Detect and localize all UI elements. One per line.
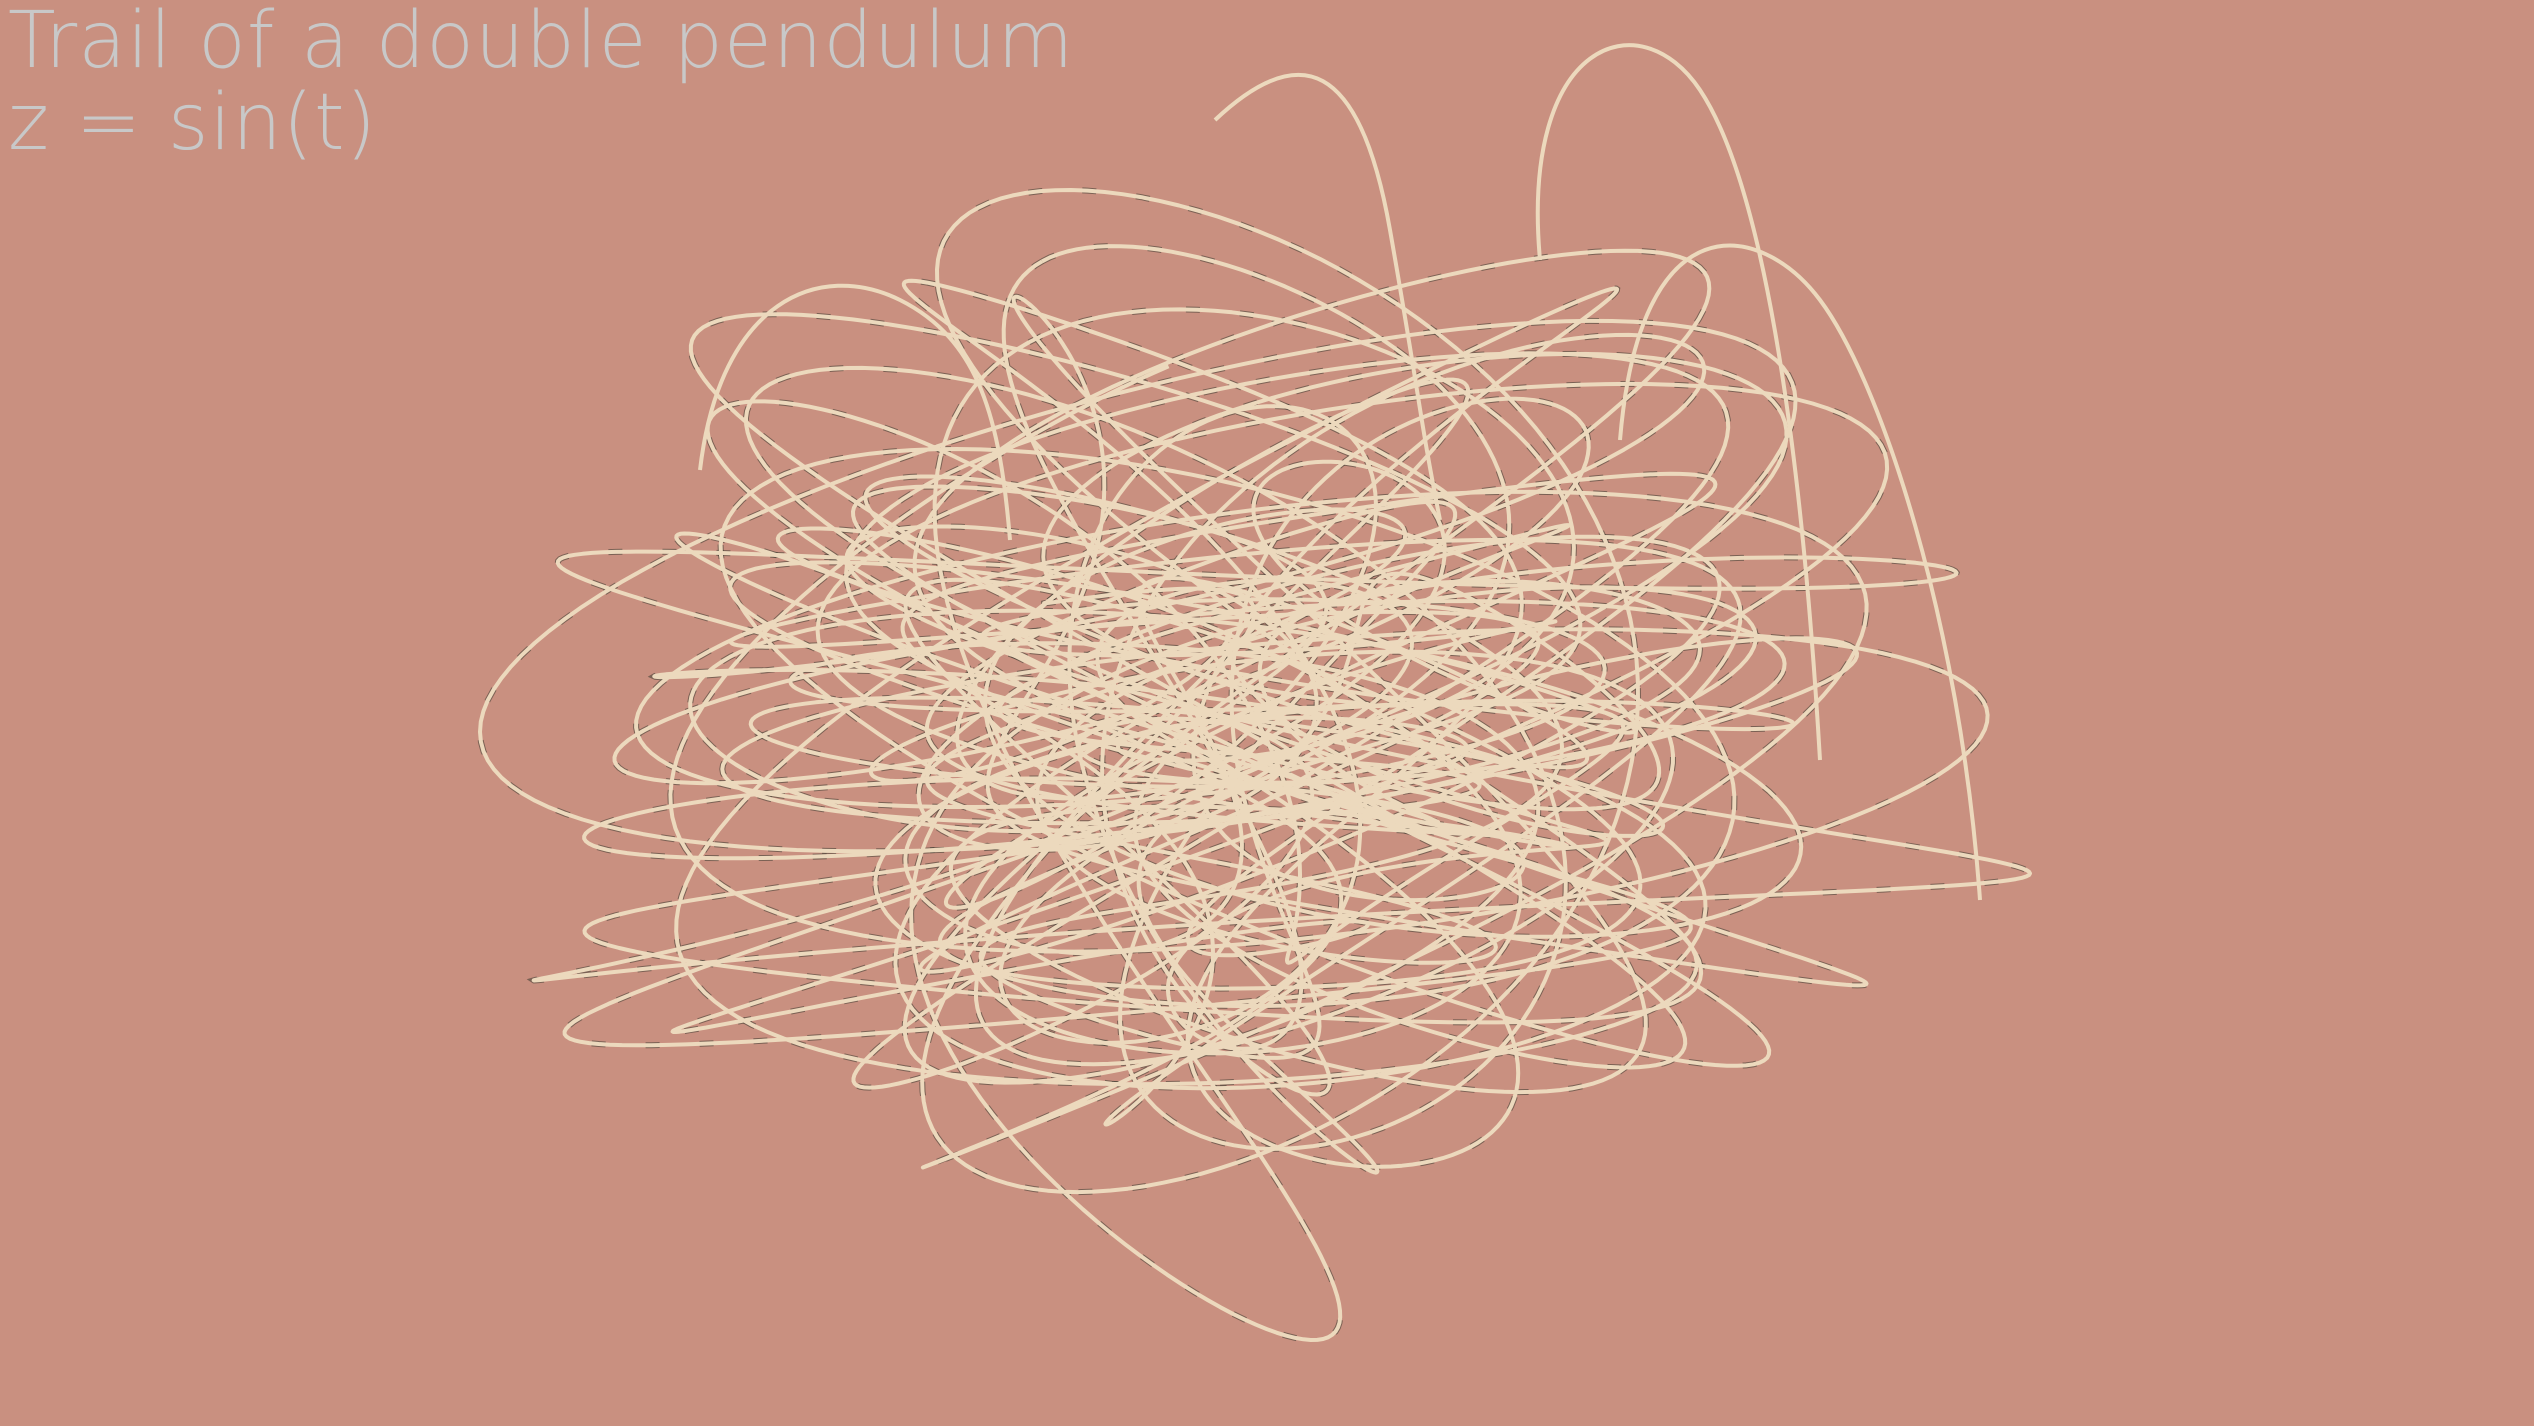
trail-loop: [1213, 72, 1442, 521]
trail-segment: [582, 286, 1859, 1090]
trail-segment: [705, 248, 1869, 1170]
caption: Trail of a double pendulum z = sin(t): [8, 0, 1074, 164]
trail-segment: [688, 312, 1772, 1175]
trail-loop: [1535, 43, 1822, 761]
scene-subtitle: z = sin(t): [8, 78, 378, 168]
trail-segment: [652, 244, 1990, 1097]
trail-segment: [531, 459, 2032, 1127]
trail-loop: [698, 283, 1012, 541]
trail-segment: [674, 278, 1804, 1169]
scene-title: Trail of a double pendulum: [8, 0, 1075, 86]
pendulum-trail: [478, 43, 2032, 1342]
trail-segment: [555, 188, 1959, 1342]
trail-loop: [1618, 243, 1982, 901]
